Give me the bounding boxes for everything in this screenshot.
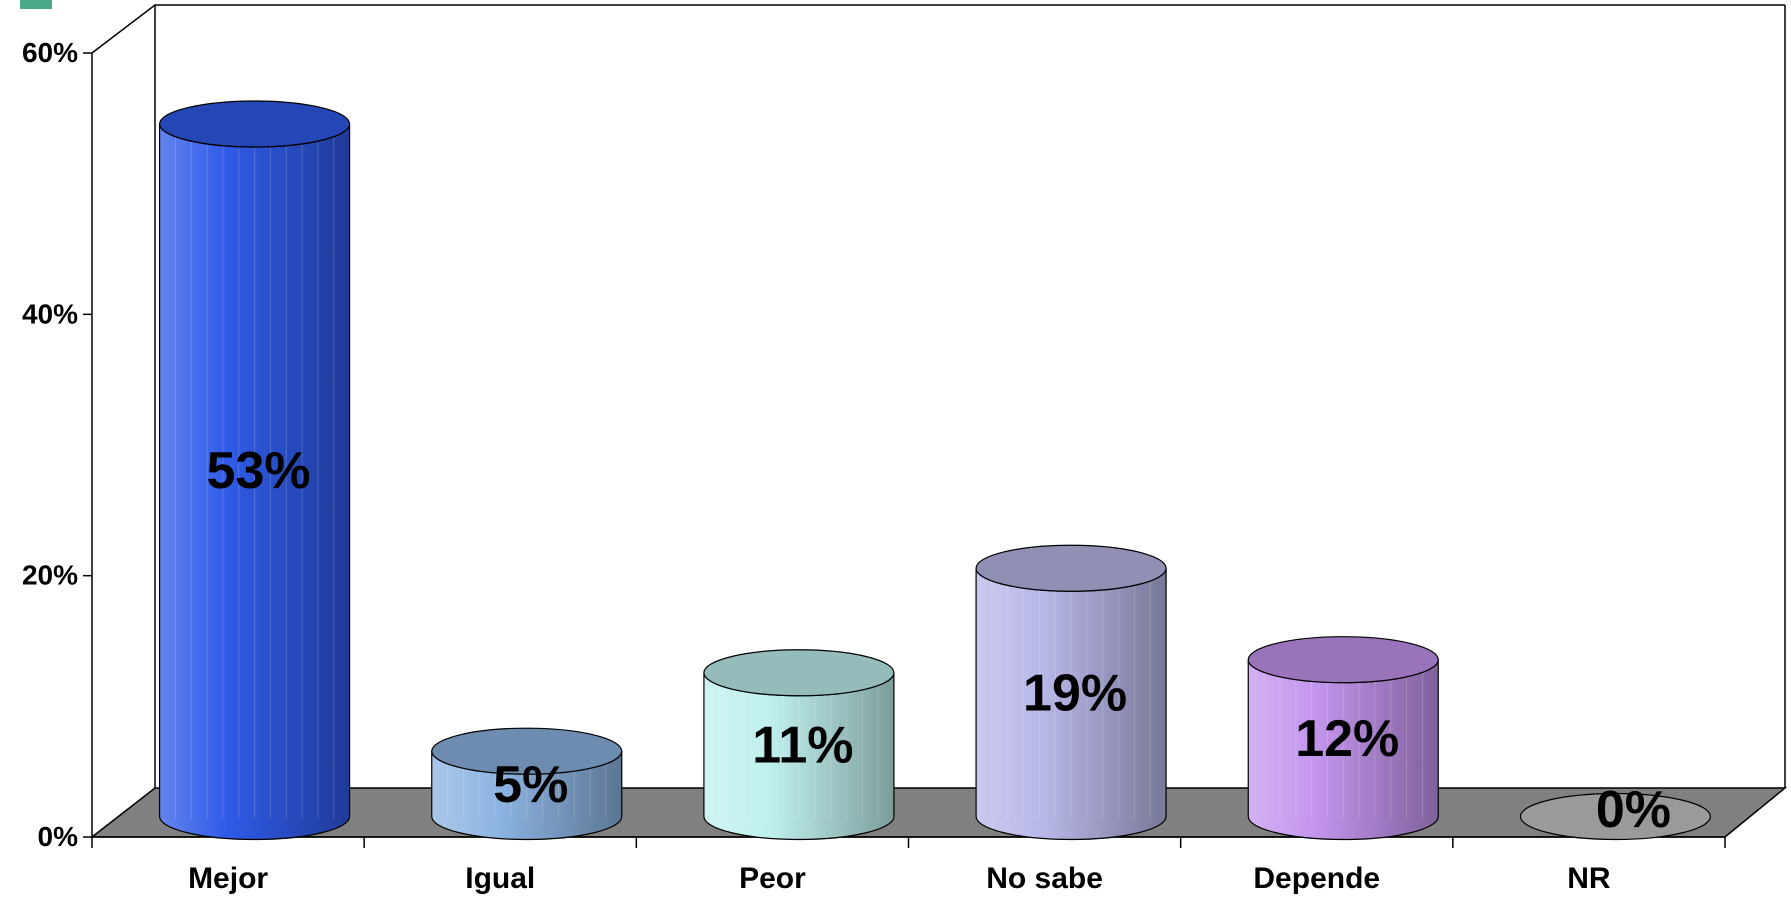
x-category-label: Peor (739, 862, 806, 895)
bar-data-label: 12% (1295, 710, 1399, 768)
bar-data-label: 19% (1023, 664, 1127, 722)
bar-cylinder-top (975, 544, 1167, 592)
x-category-label: No sabe (986, 862, 1103, 895)
bar-data-label: 11% (752, 717, 853, 775)
x-category-label: NR (1567, 862, 1611, 895)
back-wall-top-edge (91, 4, 1785, 54)
y-tick-label: 40% (22, 298, 78, 329)
y-tick-label: 60% (22, 37, 78, 68)
bar-data-label: 0% (1596, 781, 1671, 839)
bar-cylinder-top (158, 100, 351, 148)
bar-cylinder-top (1519, 792, 1712, 841)
y-tick-label: 0% (38, 821, 79, 852)
bar-cylinder-top (1247, 636, 1439, 684)
x-category-label: Mejor (188, 862, 268, 895)
bar-data-label: 53% (207, 442, 311, 500)
x-category-label: Igual (465, 862, 535, 895)
y-tick-label: 20% (22, 560, 78, 591)
bar-data-label: 5% (493, 756, 568, 814)
bar-cylinder-top (703, 649, 895, 697)
bar-cylinder-top (431, 727, 623, 775)
corner-accent-mark (20, 0, 52, 9)
x-category-label: Depende (1253, 862, 1380, 895)
